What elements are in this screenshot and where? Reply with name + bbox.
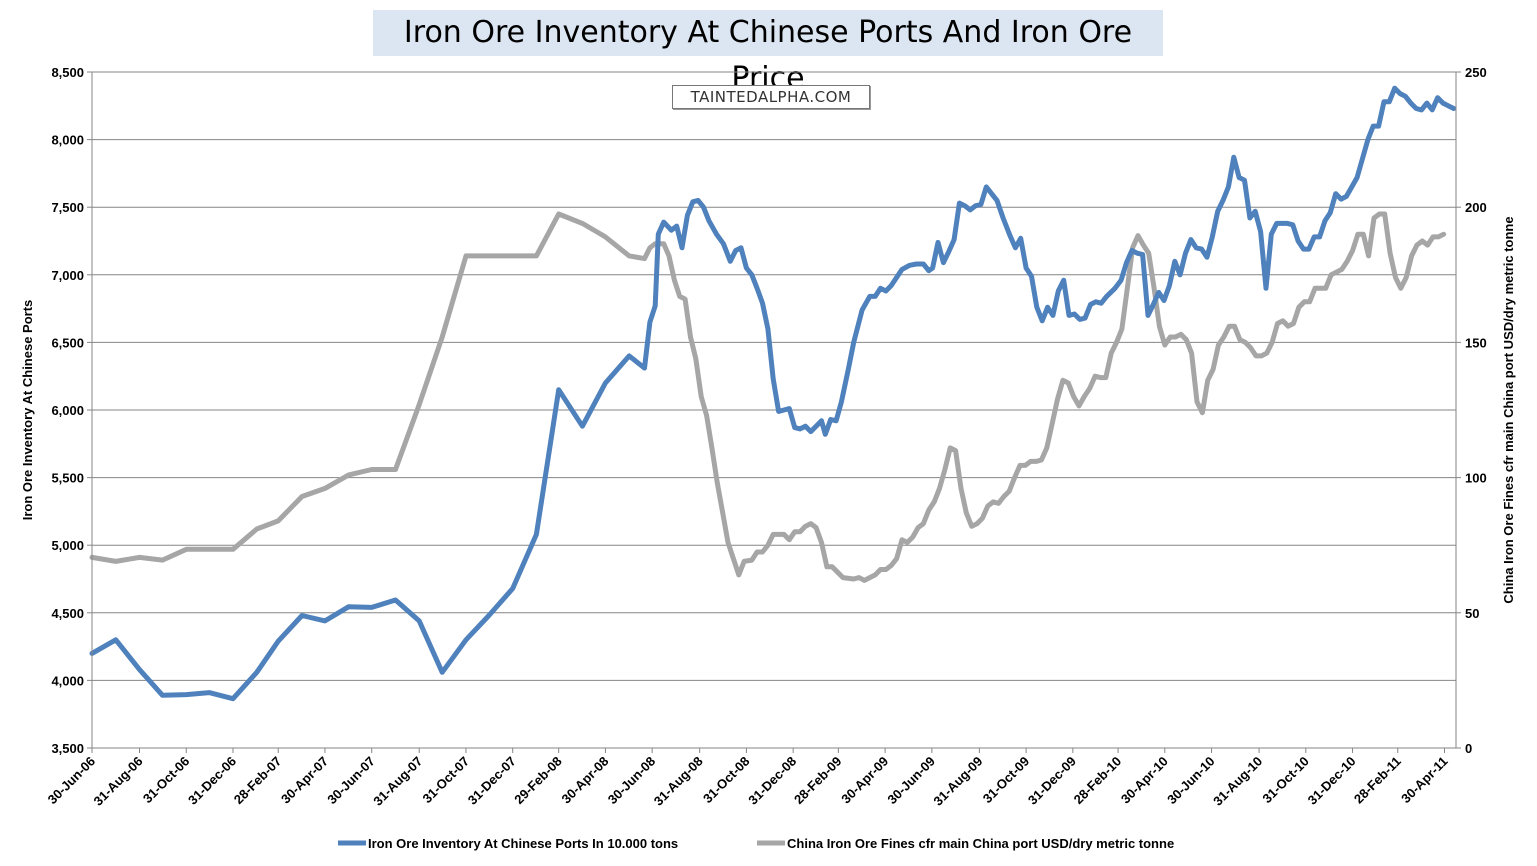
left-axis-ticks: 3,500 4,000 4,500 5,000 5,500 6,000 6,500 7,000…: [51, 65, 92, 756]
left-tick-label: 3,500: [51, 741, 84, 756]
left-axis-title: Iron Ore Inventory At Chinese Ports: [20, 300, 35, 521]
x-tick-label: 31-Dec-07: [465, 754, 519, 808]
legend-label-price: China Iron Ore Fines cfr main China port…: [787, 836, 1174, 851]
left-tick-label: 5,000: [51, 538, 84, 553]
x-tick-label: 31-Oct-09: [980, 754, 1033, 807]
x-tick-label: 28-Feb-11: [1351, 754, 1404, 807]
x-tick-label: 31-Aug-08: [651, 754, 706, 809]
right-tick-label: 250: [1465, 65, 1487, 80]
x-tick-label: 30-Apr-11: [1398, 754, 1451, 807]
series-layer: [89, 85, 1457, 702]
left-tick-label: 4,000: [51, 673, 84, 688]
right-tick-label: 50: [1465, 606, 1479, 621]
x-tick-label: 31-Aug-10: [1210, 754, 1265, 809]
x-tick-label: 31-Dec-10: [1305, 754, 1359, 808]
x-tick-label: 31-Aug-07: [370, 754, 425, 809]
x-tick-label: 31-Oct-10: [1259, 754, 1312, 807]
x-tick-label: 30-Apr-10: [1118, 754, 1171, 807]
x-tick-label: 31-Dec-09: [1025, 754, 1079, 808]
right-axis-title: China Iron Ore Fines cfr main China port…: [1501, 216, 1516, 603]
x-tick-label: 30-Apr-08: [559, 754, 612, 807]
axes: [91, 72, 1457, 749]
x-tick-label: 31-Oct-06: [140, 754, 193, 807]
x-tick-label: 30-Jun-09: [884, 754, 938, 808]
left-tick-label: 7,000: [51, 268, 84, 283]
gridlines: [92, 71, 1456, 749]
x-axis-ticks: 30-Jun-0631-Aug-0631-Oct-0631-Dec-0628-F…: [45, 748, 1451, 809]
x-tick-label: 30-Jun-10: [1164, 754, 1218, 808]
legend-label-inventory: Iron Ore Inventory At Chinese Ports In 1…: [368, 836, 678, 851]
legend: Iron Ore Inventory At Chinese Ports In 1…: [338, 836, 1174, 851]
x-tick-label: 30-Jun-07: [324, 754, 378, 808]
x-tick-label: 31-Aug-06: [91, 754, 146, 809]
series-line-inventory: [89, 85, 1457, 702]
x-tick-label: 30-Apr-09: [838, 754, 891, 807]
series-line-price: [89, 211, 1447, 583]
right-tick-label: 150: [1465, 335, 1487, 350]
watermark-logo: TAINTEDALPHA.COM: [672, 85, 870, 109]
x-tick-label: 31-Oct-07: [420, 754, 473, 807]
x-tick-label: 31-Aug-09: [930, 754, 985, 809]
x-tick-label: 30-Apr-07: [278, 754, 331, 807]
right-tick-label: 100: [1465, 471, 1487, 486]
right-tick-label: 0: [1465, 741, 1472, 756]
left-tick-label: 8,500: [51, 65, 84, 80]
left-tick-label: 6,500: [51, 335, 84, 350]
x-tick-label: 29-Feb-08: [511, 754, 565, 808]
x-tick-label: 28-Feb-07: [231, 754, 285, 808]
x-tick-label: 31-Dec-08: [745, 754, 799, 808]
x-tick-label: 30-Jun-08: [605, 754, 659, 808]
x-tick-label: 30-Jun-06: [45, 754, 99, 808]
right-axis-ticks: 0 50 100 150 200 250: [1456, 65, 1487, 756]
chart-title: Iron Ore Inventory At Chinese Ports And …: [373, 10, 1163, 96]
left-tick-label: 5,500: [51, 471, 84, 486]
x-tick-label: 31-Dec-06: [185, 754, 239, 808]
left-tick-label: 7,500: [51, 200, 84, 215]
left-tick-label: 4,500: [51, 606, 84, 621]
x-tick-label: 28-Feb-10: [1071, 754, 1125, 808]
x-tick-label: 28-Feb-09: [791, 754, 845, 808]
x-tick-label: 31-Oct-08: [700, 754, 753, 807]
left-tick-label: 6,000: [51, 403, 84, 418]
left-tick-label: 8,000: [51, 133, 84, 148]
right-tick-label: 200: [1465, 200, 1487, 215]
